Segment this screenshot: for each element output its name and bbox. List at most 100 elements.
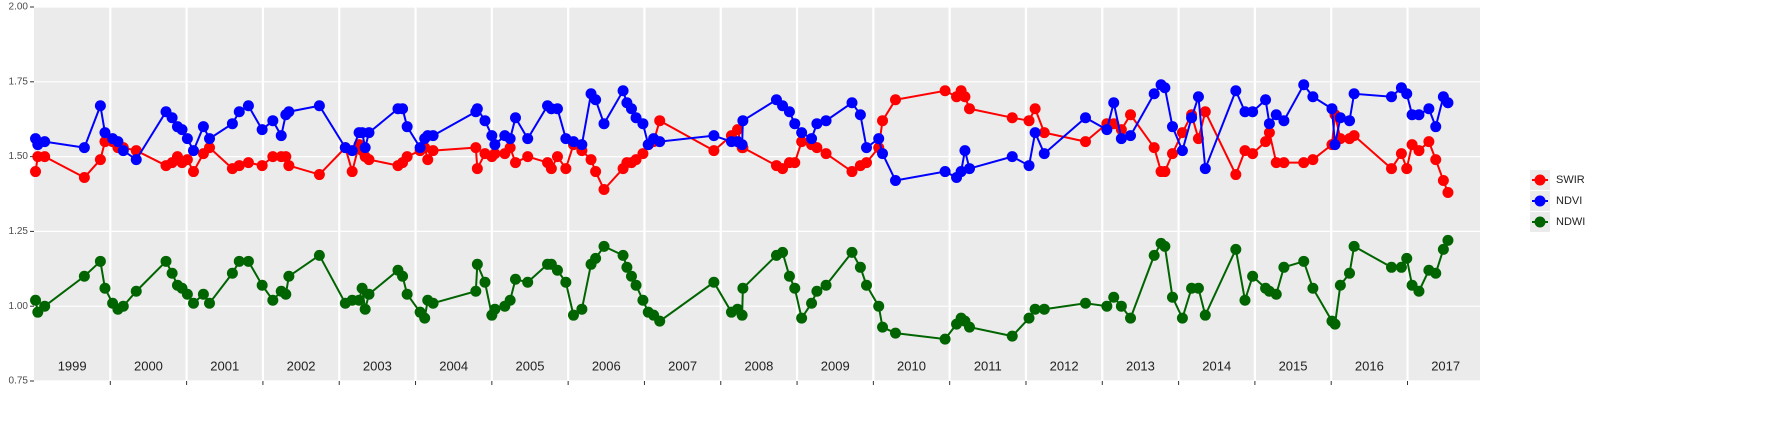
- data-point: [353, 294, 365, 306]
- data-point: [1278, 115, 1290, 127]
- data-point: [130, 285, 142, 297]
- data-point: [598, 184, 610, 196]
- data-point: [427, 297, 439, 309]
- data-point: [1401, 252, 1413, 264]
- series-line: [34, 89, 1449, 193]
- data-point: [1298, 79, 1310, 91]
- data-point: [1115, 133, 1127, 145]
- data-point: [545, 163, 557, 175]
- data-point: [509, 273, 521, 285]
- data-point: [479, 115, 491, 127]
- data-point: [504, 133, 516, 145]
- legend-label: SWIR: [1556, 174, 1585, 186]
- data-point: [708, 276, 720, 288]
- data-point: [796, 127, 808, 139]
- data-point: [708, 145, 720, 157]
- data-point: [1006, 112, 1018, 124]
- data-point: [1230, 85, 1242, 97]
- data-point: [625, 103, 637, 115]
- data-point: [1348, 88, 1360, 100]
- data-point: [313, 100, 325, 112]
- data-point: [99, 282, 111, 294]
- data-point: [630, 279, 642, 291]
- data-point: [654, 115, 666, 127]
- data-point: [117, 145, 129, 157]
- data-point: [176, 124, 188, 136]
- data-point: [1430, 121, 1442, 133]
- data-point: [471, 103, 483, 115]
- data-point: [1413, 145, 1425, 157]
- year-label: 2016: [1355, 358, 1384, 373]
- data-point: [1260, 94, 1272, 106]
- data-point: [1125, 130, 1137, 142]
- data-point: [187, 145, 199, 157]
- data-point: [820, 148, 832, 160]
- data-point: [939, 333, 951, 345]
- data-point: [939, 85, 951, 97]
- data-point: [363, 154, 375, 166]
- data-point: [959, 145, 971, 157]
- data-point: [204, 133, 216, 145]
- data-point: [359, 303, 371, 315]
- data-point: [889, 175, 901, 187]
- data-point: [522, 276, 534, 288]
- y-tick-label: 1.75: [9, 76, 29, 87]
- data-point: [567, 309, 579, 321]
- plot-background: [34, 7, 1480, 381]
- data-point: [1029, 127, 1041, 139]
- data-point: [280, 151, 292, 163]
- data-point: [1176, 145, 1188, 157]
- data-point: [789, 282, 801, 294]
- data-point: [1192, 91, 1204, 103]
- data-point: [1413, 109, 1425, 121]
- data-point: [509, 157, 521, 169]
- data-point: [1038, 127, 1050, 139]
- data-point: [1247, 106, 1259, 118]
- data-point: [242, 157, 254, 169]
- data-point: [1278, 261, 1290, 273]
- data-point: [401, 288, 413, 300]
- data-point: [1344, 115, 1356, 127]
- data-point: [1199, 309, 1211, 321]
- data-point: [1395, 261, 1407, 273]
- data-point: [1413, 285, 1425, 297]
- data-point: [1442, 187, 1454, 199]
- data-point: [522, 133, 534, 145]
- data-point: [955, 166, 967, 178]
- data-point: [1029, 103, 1041, 115]
- data-point: [94, 255, 106, 267]
- data-point: [197, 121, 209, 133]
- data-point: [625, 270, 637, 282]
- data-point: [256, 279, 268, 291]
- data-point: [401, 151, 413, 163]
- year-label: 2004: [439, 358, 468, 373]
- data-point: [811, 118, 823, 130]
- data-point: [551, 103, 563, 115]
- data-point: [283, 106, 295, 118]
- data-point: [860, 279, 872, 291]
- data-point: [1307, 91, 1319, 103]
- data-point: [1329, 318, 1341, 330]
- data-point: [1326, 103, 1338, 115]
- data-point: [860, 142, 872, 154]
- data-point: [1247, 148, 1259, 160]
- data-point: [166, 267, 178, 279]
- data-point: [204, 297, 216, 309]
- data-point: [860, 157, 872, 169]
- data-point: [598, 240, 610, 252]
- data-point: [1437, 243, 1449, 255]
- data-point: [1334, 279, 1346, 291]
- data-point: [233, 255, 245, 267]
- data-point: [737, 115, 749, 127]
- year-label: 2009: [821, 358, 850, 373]
- data-point: [637, 148, 649, 160]
- data-point: [397, 270, 409, 282]
- data-point: [1329, 139, 1341, 151]
- y-tick-label: 0.75: [9, 376, 29, 387]
- year-label: 2013: [1126, 358, 1155, 373]
- data-point: [504, 142, 516, 154]
- data-point: [471, 163, 483, 175]
- data-point: [94, 100, 106, 112]
- data-point: [1176, 312, 1188, 324]
- data-point: [959, 91, 971, 103]
